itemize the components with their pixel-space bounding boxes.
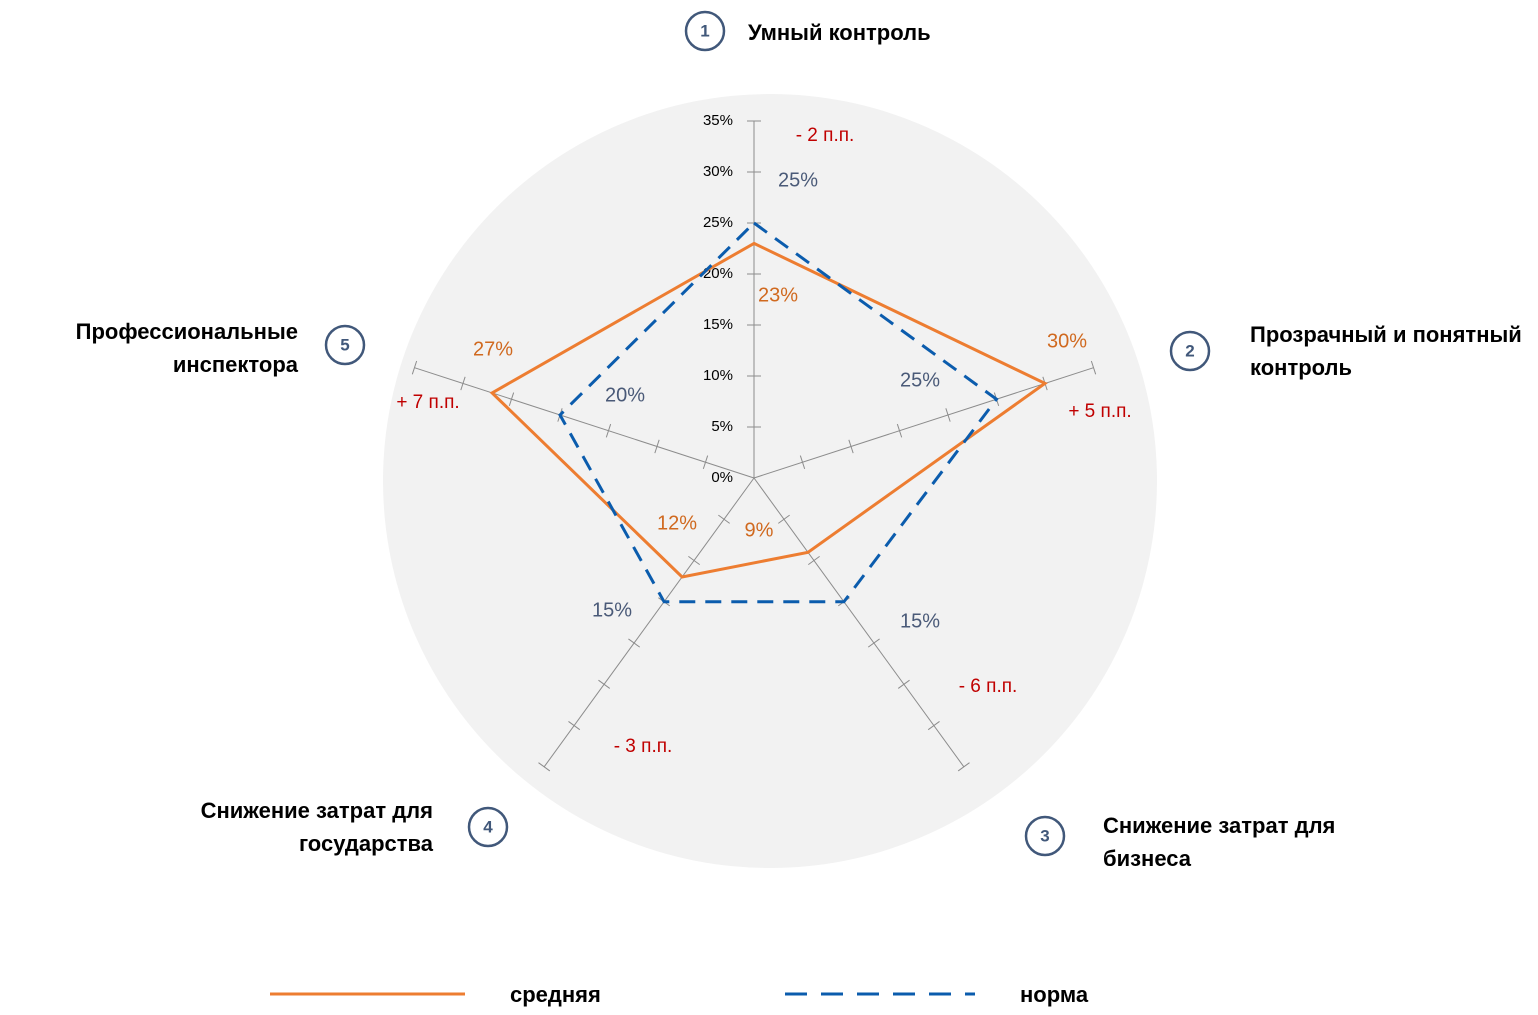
data-label: 15% <box>900 610 940 632</box>
category-number: 3 <box>1040 826 1049 845</box>
tick-mark <box>411 360 418 375</box>
y-tick-label: 35% <box>703 112 733 129</box>
category-number: 2 <box>1185 341 1194 360</box>
data-label: 25% <box>900 369 940 391</box>
legend-label: норма <box>1020 982 1089 1007</box>
tick-mark <box>867 638 880 648</box>
y-tick-label: 15% <box>703 316 733 333</box>
data-label: 20% <box>605 384 645 406</box>
tick-mark <box>538 762 551 772</box>
data-label: 23% <box>758 284 798 306</box>
plot-background <box>383 94 1157 868</box>
annotation: - 3 п.п. <box>614 736 673 757</box>
data-label: 30% <box>1047 330 1087 352</box>
category-number: 1 <box>700 21 709 40</box>
category-number: 4 <box>483 817 493 836</box>
series-line <box>558 221 999 604</box>
category-badge <box>684 10 726 52</box>
data-label: 27% <box>473 338 513 360</box>
tick-mark <box>799 455 806 470</box>
data-label: 15% <box>592 599 632 621</box>
category-badge <box>1024 815 1066 857</box>
series-line <box>489 241 1048 579</box>
y-tick-label: 0% <box>711 469 733 486</box>
category-label: Снижение затрат для бизнеса <box>1103 813 1336 871</box>
data-label: 12% <box>657 512 697 534</box>
tick-mark <box>568 721 581 731</box>
category-label: Прозрачный и понятный контроль <box>1250 322 1522 380</box>
tick-mark <box>460 376 466 391</box>
tick-mark <box>957 762 970 772</box>
annotation: + 7 п.п. <box>396 392 459 413</box>
y-tick-label: 5% <box>711 418 733 435</box>
axis-line <box>753 477 965 768</box>
tick-mark <box>688 556 701 566</box>
category-label: Снижение затрат для государства <box>200 798 433 856</box>
tick-mark <box>896 423 903 438</box>
y-tick-label: 30% <box>703 163 733 180</box>
tick-mark <box>1090 360 1097 375</box>
category-badge <box>1169 330 1211 372</box>
tick-mark <box>897 679 910 689</box>
annotation: - 6 п.п. <box>959 676 1018 697</box>
category-badge <box>467 806 509 848</box>
tick-mark <box>598 679 611 689</box>
data-label: 9% <box>745 519 774 541</box>
annotation: - 2 п.п. <box>796 125 855 146</box>
category-label: Профессиональные инспектора <box>75 319 298 377</box>
tick-mark <box>718 514 730 524</box>
axis-line <box>753 367 1094 479</box>
axis-line <box>543 477 755 768</box>
legend-label: средняя <box>510 982 601 1007</box>
axis-line <box>414 367 755 479</box>
y-tick-label: 10% <box>703 367 733 384</box>
annotation: + 5 п.п. <box>1068 401 1131 422</box>
data-label: 25% <box>778 169 818 191</box>
tick-mark <box>778 514 790 524</box>
y-tick-label: 25% <box>703 214 733 231</box>
tick-mark <box>628 638 641 648</box>
tick-mark <box>807 556 820 566</box>
tick-mark <box>605 423 612 438</box>
category-label: Умный контроль <box>748 20 931 45</box>
tick-mark <box>927 721 940 731</box>
tick-mark <box>654 439 660 454</box>
tick-mark <box>702 455 709 470</box>
tick-mark <box>945 408 951 422</box>
tick-mark <box>508 392 515 407</box>
category-badge <box>324 324 366 366</box>
tick-mark <box>848 439 854 454</box>
category-number: 5 <box>340 335 349 354</box>
